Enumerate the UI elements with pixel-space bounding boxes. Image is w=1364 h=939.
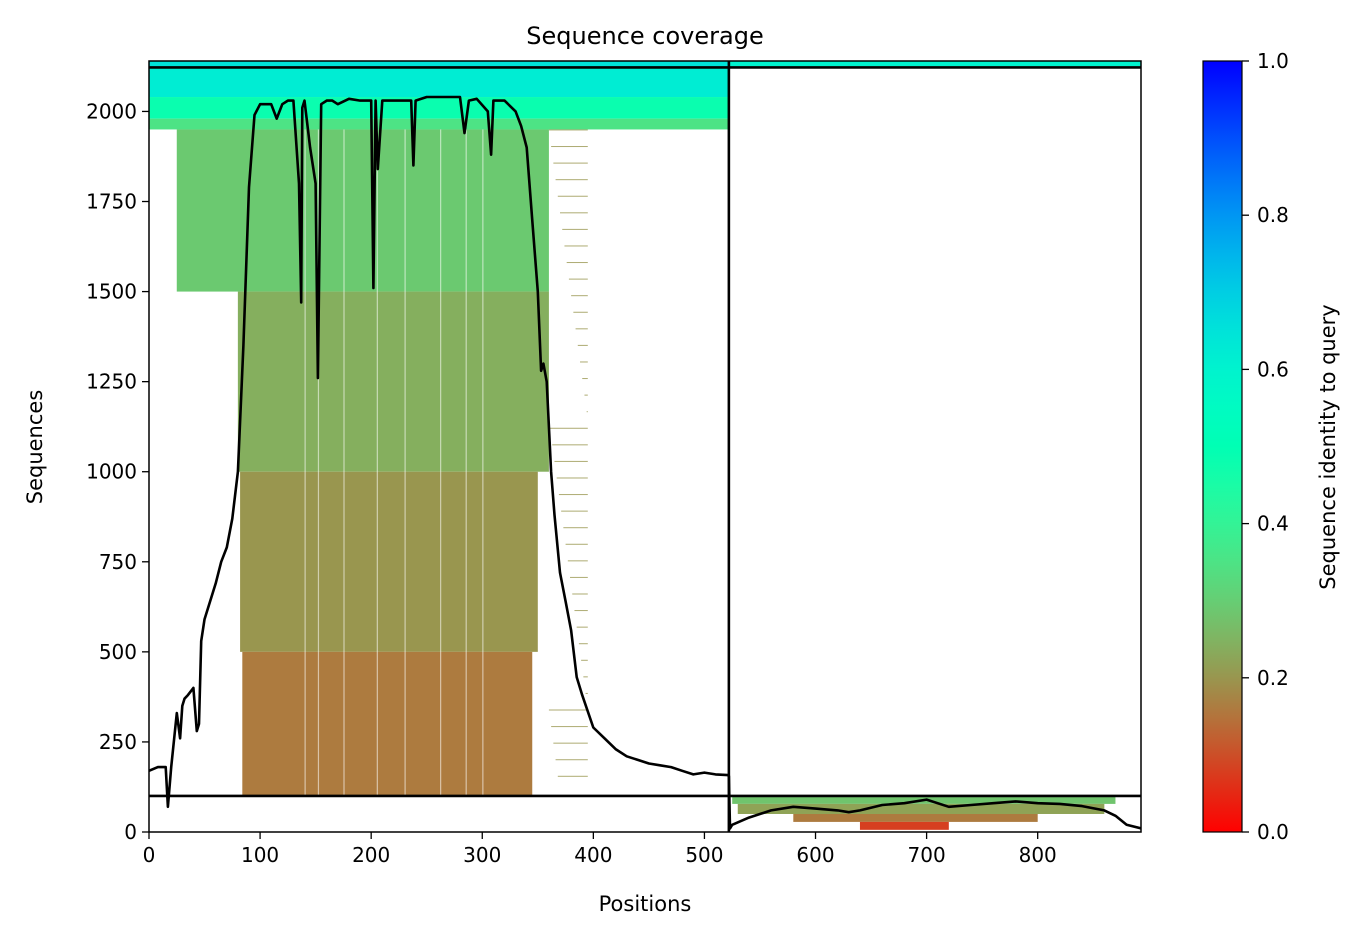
y-tick-label: 250 xyxy=(99,730,137,754)
coverage-block xyxy=(793,813,1038,822)
x-axis-ticks: 0 100 200 300 400 500 600 700 800 xyxy=(143,832,1057,867)
coverage-strand xyxy=(562,228,588,230)
x-tick-label: 700 xyxy=(908,843,946,867)
coverage-strand xyxy=(552,444,588,446)
coverage-block xyxy=(859,821,949,830)
coverage-strand xyxy=(571,295,588,297)
coverage-strand xyxy=(550,427,588,429)
coverage-gaps xyxy=(304,129,588,796)
coverage-strand xyxy=(570,576,588,578)
coverage-gap-streak xyxy=(343,129,345,796)
coverage-strand xyxy=(567,560,588,562)
x-tick-label: 100 xyxy=(241,843,279,867)
coverage-strand xyxy=(568,278,588,280)
coverage-strand xyxy=(548,129,588,131)
x-tick-label: 800 xyxy=(1019,843,1057,867)
coverage-strand xyxy=(556,477,588,479)
colorbar-tick-label: 0.2 xyxy=(1257,666,1289,690)
coverage-strand xyxy=(557,195,588,197)
coverage-strand xyxy=(578,643,588,645)
coverage-strand xyxy=(555,759,588,761)
coverage-gap-streak xyxy=(465,129,467,796)
y-axis-label: Sequences xyxy=(23,390,47,505)
x-tick-label: 300 xyxy=(463,843,501,867)
coverage-strand xyxy=(558,494,588,496)
coverage-gap-streak xyxy=(482,129,484,796)
x-tick-label: 500 xyxy=(685,843,723,867)
colorbar-tick-label: 0.8 xyxy=(1257,203,1289,227)
coverage-strand xyxy=(574,610,588,612)
coverage-gap-streak xyxy=(304,129,306,796)
coverage-strand xyxy=(582,378,588,380)
coverage-strand xyxy=(560,212,588,214)
coverage-strand xyxy=(580,361,588,363)
coverage-strand xyxy=(583,676,588,678)
coverage-strand xyxy=(577,344,588,346)
coverage-strand xyxy=(585,692,588,694)
coverage-strand xyxy=(575,328,588,330)
y-tick-label: 1500 xyxy=(86,280,137,304)
colorbar-tick-label: 1.0 xyxy=(1257,49,1289,73)
coverage-gap-streak xyxy=(404,129,406,796)
colorbar-ticks: 0.0 0.2 0.4 0.6 0.8 1.0 xyxy=(1242,49,1289,844)
coverage-line xyxy=(149,95,1141,830)
coverage-strand xyxy=(555,179,588,181)
coverage-strand xyxy=(557,775,588,777)
coverage-block xyxy=(149,118,729,130)
coverage-block xyxy=(237,291,549,472)
colorbar-tick-label: 0.4 xyxy=(1257,512,1289,536)
x-tick-label: 600 xyxy=(796,843,834,867)
colorbar-tick-label: 0.0 xyxy=(1257,820,1289,844)
y-tick-label: 1000 xyxy=(86,460,137,484)
coverage-blocks xyxy=(149,61,1141,830)
coverage-block xyxy=(240,471,538,652)
coverage-strand xyxy=(566,262,588,264)
x-axis-label: Positions xyxy=(599,892,692,916)
coverage-strand xyxy=(551,146,588,148)
coverage-strand xyxy=(551,726,588,728)
coverage-strand xyxy=(553,162,588,164)
y-tick-label: 750 xyxy=(99,550,137,574)
coverage-strand xyxy=(561,510,588,512)
coverage-block xyxy=(728,61,1141,67)
coverage-strand xyxy=(563,527,588,529)
coverage-gap-streak xyxy=(376,129,378,796)
coverage-strand xyxy=(553,742,588,744)
coverage-strand xyxy=(576,626,588,628)
coverage-strand xyxy=(586,411,588,413)
coverage-block xyxy=(149,61,729,68)
coverage-block xyxy=(737,803,1105,814)
coverage-strand xyxy=(565,543,588,545)
coverage-block xyxy=(149,97,729,119)
coverage-strand xyxy=(572,593,588,595)
coverage-strand xyxy=(564,245,588,247)
coverage-block xyxy=(176,129,549,292)
coverage-strand xyxy=(548,709,588,711)
colorbar-label: Sequence identity to query xyxy=(1316,304,1340,589)
coverage-block xyxy=(242,651,533,796)
y-axis-ticks: 0 250 500 750 1000 1250 1500 1750 2000 xyxy=(86,99,149,844)
coverage-block xyxy=(149,67,729,98)
y-tick-label: 1750 xyxy=(86,190,137,214)
divider-lines xyxy=(149,61,1141,832)
colorbar-tick-label: 0.6 xyxy=(1257,357,1289,381)
coverage-strand xyxy=(581,659,588,661)
chart-title: Sequence coverage xyxy=(526,22,763,50)
coverage-gap-streak xyxy=(440,129,442,796)
plot-frame xyxy=(148,60,1142,833)
coverage-strand xyxy=(573,311,588,313)
y-tick-label: 0 xyxy=(124,820,137,844)
y-tick-label: 2000 xyxy=(86,99,137,123)
coverage-strand xyxy=(554,460,588,462)
y-tick-label: 500 xyxy=(99,640,137,664)
x-tick-label: 0 xyxy=(143,843,156,867)
coverage-strand xyxy=(584,394,588,396)
y-tick-label: 1250 xyxy=(86,370,137,394)
colorbar xyxy=(1202,60,1243,833)
x-tick-label: 200 xyxy=(352,843,390,867)
coverage-gap-streak xyxy=(317,129,320,796)
x-tick-label: 400 xyxy=(574,843,612,867)
